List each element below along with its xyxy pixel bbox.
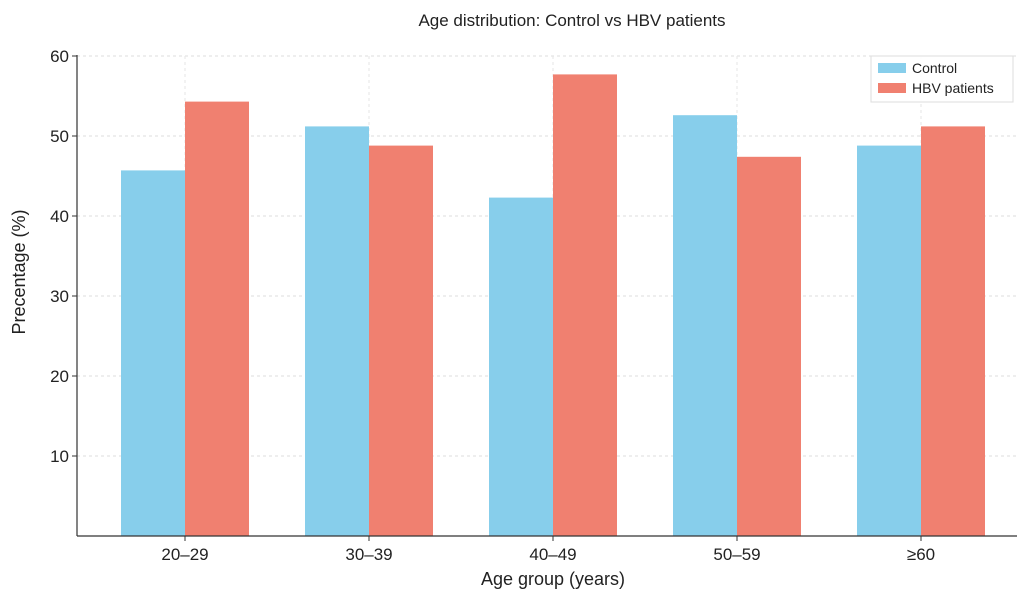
bar-hbv-3 — [737, 156, 801, 537]
bar-hbv-1 — [369, 145, 433, 536]
x-tick-label: 40–49 — [529, 545, 576, 564]
x-axis-label: Age group (years) — [481, 569, 625, 589]
x-tick-label: ≥60 — [907, 545, 935, 564]
bars — [121, 74, 985, 537]
x-tick-label: 50–59 — [713, 545, 760, 564]
bar-hbv-2 — [553, 74, 617, 537]
legend-label-control: Control — [912, 60, 957, 76]
x-tick-label: 30–39 — [345, 545, 392, 564]
bar-control-3 — [673, 115, 737, 536]
y-tick-label: 20 — [50, 367, 69, 386]
x-ticks: 20–29 30–39 40–49 50–59 ≥60 — [161, 536, 935, 564]
y-tick-label: 60 — [50, 47, 69, 66]
bar-control-4 — [857, 145, 921, 536]
legend-label-hbv: HBV patients — [912, 80, 994, 96]
legend: Control HBV patients — [870, 55, 1014, 103]
bar-control-2 — [489, 197, 553, 536]
x-tick-label: 20–29 — [161, 545, 208, 564]
y-tick-label: 30 — [50, 287, 69, 306]
legend-swatch-control — [878, 63, 906, 73]
chart-title: Age distribution: Control vs HBV patient… — [418, 11, 725, 30]
bar-hbv-0 — [185, 101, 249, 536]
y-tick-label: 10 — [50, 447, 69, 466]
y-tick-label: 40 — [50, 207, 69, 226]
y-axis-label: Precentage (%) — [9, 209, 29, 334]
y-ticks: 10 20 30 40 50 60 — [50, 47, 77, 466]
legend-swatch-hbv — [878, 83, 906, 93]
y-tick-label: 50 — [50, 127, 69, 146]
bar-control-0 — [121, 170, 185, 536]
bar-control-1 — [305, 126, 369, 537]
bar-hbv-4 — [921, 126, 985, 537]
